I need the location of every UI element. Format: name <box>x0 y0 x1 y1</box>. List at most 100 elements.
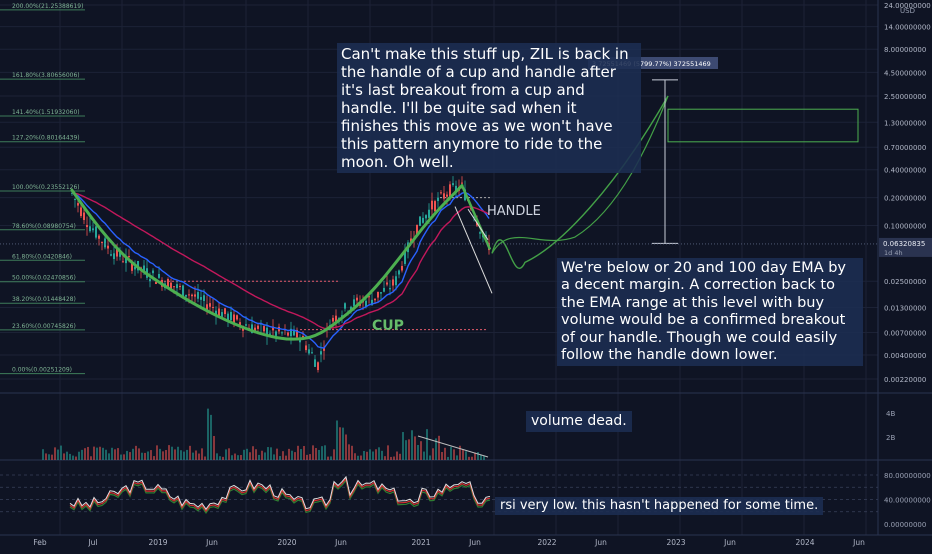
volume-bar <box>246 448 248 460</box>
price-tick: 0.02500000 <box>884 278 926 286</box>
price-tick: 4.50000000 <box>884 69 926 77</box>
volume-bar <box>207 408 209 460</box>
price-tick: 0.70000000 <box>884 144 926 152</box>
rsi-white-line <box>69 475 491 511</box>
volume-bar <box>147 451 149 460</box>
rsi-red-line <box>69 477 491 513</box>
annotation-ema[interactable]: We're below or 20 and 100 day EMA by a d… <box>557 258 863 367</box>
candle-body <box>83 212 85 221</box>
timeframe-label: 1d 4h <box>884 249 903 257</box>
volume-bar <box>372 451 374 460</box>
price-tick: 0.40000000 <box>884 167 926 175</box>
volume-bar <box>108 453 110 460</box>
candle-body <box>371 299 373 306</box>
volume-bar <box>132 448 134 460</box>
volume-bar <box>111 447 113 460</box>
fib-label: 38.20%(0.01448428) <box>12 296 76 303</box>
candle-body <box>203 295 205 301</box>
volume-bar <box>477 451 479 460</box>
volume-bar <box>57 449 59 460</box>
annotation-rsi[interactable]: rsi very low. this hasn't happened for s… <box>495 497 824 515</box>
volume-bar <box>453 449 455 460</box>
annotation-top[interactable]: Can't make this stuff up, ZIL is back in… <box>337 43 641 173</box>
candle-body <box>218 308 220 316</box>
volume-bar <box>81 449 83 460</box>
price-tick: 0.20000000 <box>884 195 926 203</box>
candle-body <box>473 216 475 218</box>
candle-body <box>209 303 211 307</box>
volume-bar <box>336 420 338 460</box>
volume-bar <box>138 448 140 460</box>
volume-bar <box>480 454 482 460</box>
fib-label: 78.60%(0.08980754) <box>12 223 76 230</box>
candle-body <box>386 282 388 285</box>
candle-body <box>200 297 202 300</box>
volume-bar <box>303 446 305 460</box>
volume-bar <box>375 449 377 460</box>
candle-body <box>206 304 208 310</box>
volume-bar <box>171 446 173 460</box>
candle-body <box>128 256 130 258</box>
volume-bar <box>381 450 383 460</box>
fib-retracement: 200.00%(21.25388619) 161.80%(3.80656006) 1… <box>0 3 490 375</box>
annotation-volume[interactable]: volume dead. <box>526 411 632 432</box>
volume-bar <box>162 451 164 460</box>
volume-bar <box>168 445 170 460</box>
candle-body <box>395 276 397 286</box>
volume-bar <box>438 435 440 460</box>
volume-bar <box>435 438 437 460</box>
volume-bar <box>465 451 467 460</box>
fib-label: 161.80%(3.80656006) <box>12 72 80 79</box>
volume-bar <box>420 441 422 460</box>
volume-bar <box>186 449 188 460</box>
volume-bar <box>327 456 329 460</box>
volume-bar <box>45 453 47 460</box>
volume-bar <box>399 453 401 460</box>
volume-bar <box>297 445 299 460</box>
volume-bar <box>99 446 101 460</box>
candle-body <box>446 194 448 197</box>
candle-body <box>266 327 268 337</box>
candle-body <box>158 273 160 278</box>
candle-body <box>440 192 442 194</box>
candle-body <box>215 310 217 316</box>
candle-body <box>236 315 238 320</box>
volume-bar <box>174 449 176 460</box>
candle-body <box>179 285 181 288</box>
handle-trend-line <box>454 206 493 294</box>
candle-body <box>314 359 316 367</box>
volume-bar <box>240 455 242 460</box>
candle-body <box>152 270 154 274</box>
volume-bar <box>198 453 200 460</box>
volume-bar <box>42 449 44 460</box>
candle-body <box>434 201 436 212</box>
candle-body <box>332 317 334 322</box>
volume-bar <box>474 452 476 460</box>
candle-body <box>401 265 403 271</box>
candle-body <box>113 253 115 260</box>
volume-bar <box>258 454 260 460</box>
candle-body <box>275 331 277 336</box>
volume-bar <box>216 453 218 460</box>
volume-bar <box>300 449 302 460</box>
volume-bar <box>231 455 233 460</box>
volume-bar <box>249 452 251 460</box>
time-tick: Jun <box>334 538 347 547</box>
price-tick: 0.00700000 <box>884 329 926 337</box>
volume-bar <box>411 430 413 460</box>
volume-bar <box>357 455 359 460</box>
volume-bar <box>276 448 278 460</box>
volume-bar <box>144 452 146 460</box>
volume-bar <box>60 445 62 460</box>
candle-body <box>116 248 118 257</box>
candle-body <box>320 351 322 355</box>
time-tick: 2019 <box>148 538 167 547</box>
volume-bar <box>192 452 194 460</box>
volume-bar <box>309 454 311 460</box>
candle-body <box>404 250 406 264</box>
candle-body <box>374 298 376 301</box>
volume-bar <box>177 446 179 460</box>
volume-bar <box>54 447 56 460</box>
time-tick: Jun <box>594 538 607 547</box>
